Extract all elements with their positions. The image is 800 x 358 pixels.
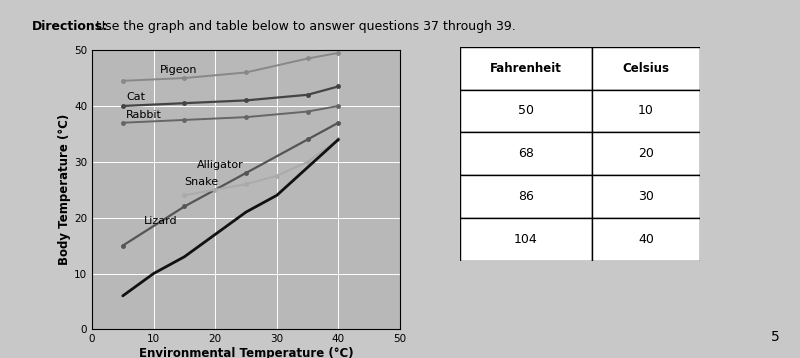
Text: 5: 5 — [771, 330, 780, 344]
Bar — [460, 175, 592, 218]
Text: Celsius: Celsius — [622, 62, 670, 74]
Text: 10: 10 — [638, 105, 654, 117]
Bar — [592, 218, 700, 261]
Bar — [592, 132, 700, 175]
Bar — [592, 47, 700, 90]
X-axis label: Environmental Temperature (°C): Environmental Temperature (°C) — [138, 347, 354, 358]
Text: Fahrenheit: Fahrenheit — [490, 62, 562, 74]
Text: 86: 86 — [518, 190, 534, 203]
Bar — [460, 218, 592, 261]
Bar — [592, 175, 700, 218]
Bar — [592, 90, 700, 132]
Text: 104: 104 — [514, 233, 538, 246]
Y-axis label: Body Temperature (°C): Body Temperature (°C) — [58, 114, 71, 265]
Text: Pigeon: Pigeon — [160, 65, 198, 75]
Bar — [460, 90, 592, 132]
Text: Directions:: Directions: — [32, 20, 108, 33]
Text: Use the graph and table below to answer questions 37 through 39.: Use the graph and table below to answer … — [92, 20, 516, 33]
Text: Rabbit: Rabbit — [126, 110, 162, 120]
Bar — [460, 132, 592, 175]
Text: 68: 68 — [518, 147, 534, 160]
Text: Alligator: Alligator — [197, 160, 243, 170]
Bar — [460, 47, 592, 90]
Text: Snake: Snake — [184, 177, 218, 187]
Text: Cat: Cat — [126, 92, 145, 102]
Text: 20: 20 — [638, 147, 654, 160]
Text: 50: 50 — [518, 105, 534, 117]
Text: 40: 40 — [638, 233, 654, 246]
Text: 30: 30 — [638, 190, 654, 203]
Text: Lizard: Lizard — [144, 216, 178, 226]
